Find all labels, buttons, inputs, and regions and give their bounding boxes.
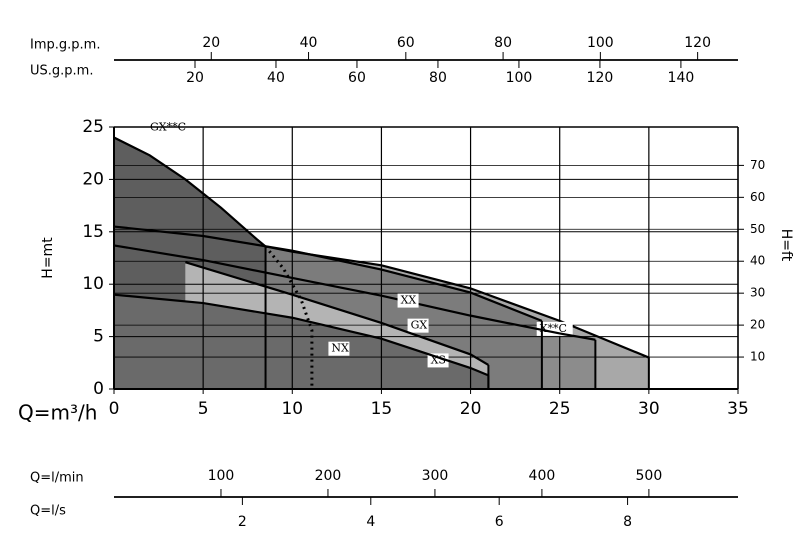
scale-tick-label: 300	[422, 468, 449, 484]
scale-tick-label: 60	[348, 70, 366, 86]
y-axis-title: H=mt	[40, 237, 56, 279]
scale-tick-label: 100	[506, 70, 533, 86]
y-tick-label: 15	[82, 222, 104, 242]
scale-tick-label: 20	[202, 35, 220, 51]
series-label: XX	[401, 294, 417, 307]
x-axis-title: Q=m³/h	[18, 401, 97, 425]
x-tick-label: 5	[198, 399, 209, 419]
scale-tick-label: 200	[315, 468, 342, 484]
x-tick-label: 35	[727, 399, 749, 419]
y-tick-label: 25	[82, 117, 104, 137]
series-line	[113, 244, 596, 341]
scale-tick-label: 20	[186, 70, 204, 86]
scale-tick-label: 120	[587, 70, 614, 86]
scale-tick-label: 6	[495, 514, 504, 530]
series-line	[113, 293, 489, 377]
scale-title: US.g.p.m.	[30, 64, 93, 79]
x-tick-label: 25	[549, 399, 571, 419]
y2-tick-label: 70	[750, 158, 765, 172]
y-tick-label: 5	[93, 327, 104, 347]
scale-tick-label: 40	[300, 35, 318, 51]
x-tick-label: 0	[109, 399, 120, 419]
y2-tick-label: 20	[750, 318, 765, 332]
scale-tick-label: 120	[684, 35, 711, 51]
scale-tick-label: 80	[494, 35, 512, 51]
scale-tick-label: 4	[366, 514, 375, 530]
y-tick-label: 10	[82, 274, 104, 294]
x-tick-label: 30	[638, 399, 660, 419]
series-label-box	[328, 341, 350, 356]
series-area	[114, 294, 489, 389]
scale-title: Q=l/s	[30, 504, 66, 519]
scale-tick-label: 100	[208, 468, 235, 484]
scale-title: Imp.g.p.m.	[30, 38, 100, 53]
y2-tick-label: 50	[750, 222, 765, 236]
scale-tick-label: 400	[529, 468, 556, 484]
dotted-line	[264, 245, 314, 389]
series-line	[184, 261, 489, 366]
series-label-box	[427, 353, 449, 368]
series-label: NX	[331, 342, 349, 355]
x-tick-label: 10	[281, 399, 303, 419]
y2-axis-title: H=ft	[778, 229, 794, 262]
x-tick-label: 15	[371, 399, 393, 419]
scale-tick-label: 8	[623, 514, 632, 530]
series-line	[113, 225, 543, 322]
scale-tick-label: 2	[238, 514, 247, 530]
y-tick-label: 0	[93, 379, 104, 399]
scale-tick-label: 140	[668, 70, 695, 86]
y2-tick-label: 10	[750, 350, 765, 364]
scale-tick-label: 500	[636, 468, 663, 484]
y-tick-label: 20	[82, 169, 104, 189]
scale-tick-label: 80	[429, 70, 447, 86]
scale-title: Q=l/min	[30, 471, 84, 486]
scale-tick-label: 60	[397, 35, 415, 51]
scale-tick-label: 40	[267, 70, 285, 86]
series-line	[113, 136, 267, 248]
series-label-box	[407, 318, 429, 333]
scale-tick-label: 100	[587, 35, 614, 51]
y2-tick-label: 60	[750, 190, 765, 204]
x-tick-label: 20	[460, 399, 482, 419]
series-label-box	[536, 321, 573, 336]
series-label-box	[397, 293, 419, 308]
y2-tick-label: 40	[750, 254, 765, 268]
series-label: GX	[411, 319, 428, 332]
y2-tick-label: 30	[750, 286, 765, 300]
